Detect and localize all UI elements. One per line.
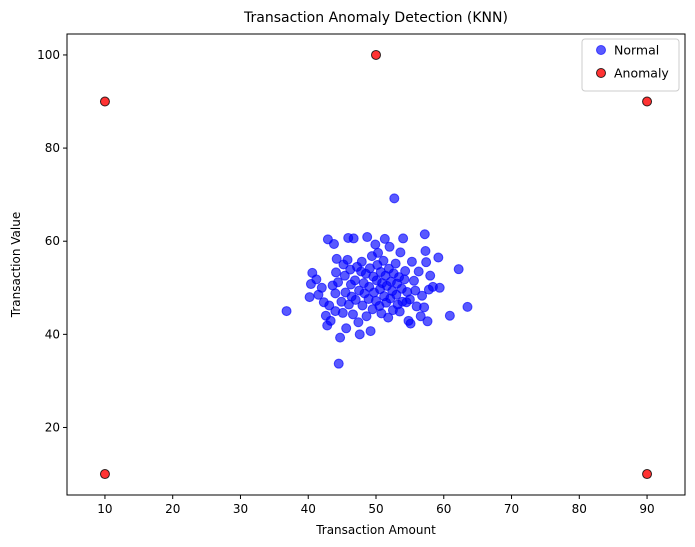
normal-point — [406, 256, 417, 267]
normal-point — [365, 326, 376, 337]
normal-point — [462, 301, 473, 312]
y-axis-ticks: 20 40 60 80 100 — [37, 48, 67, 434]
x-tick-label: 80 — [572, 502, 587, 516]
x-tick-label: 70 — [504, 502, 519, 516]
legend-box — [581, 38, 680, 92]
normal-point — [420, 246, 431, 256]
x-tick-label: 20 — [165, 502, 180, 516]
normal-point — [357, 300, 368, 311]
normal-point — [353, 317, 364, 328]
normal-point — [419, 229, 430, 240]
normal-point — [341, 323, 352, 334]
normal-point — [419, 302, 430, 313]
normal-point — [333, 358, 344, 369]
normal-point — [421, 257, 432, 268]
normal-point — [379, 233, 390, 244]
legend-marker-anomaly — [596, 68, 606, 78]
normal-point — [325, 315, 336, 326]
normal-point — [330, 288, 341, 299]
normal-point — [378, 255, 389, 266]
anomaly-point — [99, 469, 110, 480]
normal-point — [354, 329, 365, 340]
x-tick-label: 40 — [301, 502, 316, 516]
normal-point — [394, 306, 405, 317]
normal-point — [413, 266, 424, 277]
legend-label-normal: Normal — [614, 43, 659, 58]
x-tick-label: 60 — [436, 502, 451, 516]
normal-point — [398, 233, 409, 244]
chart-title: Transaction Anomaly Detection (KNN) — [243, 10, 508, 26]
normal-point — [331, 267, 342, 278]
normal-point — [444, 310, 455, 321]
anomaly-point — [371, 49, 381, 60]
normal-point — [400, 266, 411, 277]
y-axis-label: Transaction Value — [9, 212, 23, 318]
normal-point — [410, 285, 421, 296]
normal-point — [335, 332, 346, 343]
normal-point — [390, 258, 401, 269]
normal-point — [425, 270, 436, 281]
normal-point — [333, 277, 344, 288]
normal-point — [316, 282, 327, 293]
anomaly-point — [642, 469, 653, 480]
normal-point — [405, 318, 416, 329]
x-tick-label: 50 — [368, 502, 383, 516]
x-tick-label: 90 — [639, 502, 654, 516]
y-tick-label: 80 — [45, 141, 60, 155]
normal-point — [370, 239, 381, 250]
normal-point — [362, 232, 373, 243]
normal-point — [331, 253, 342, 264]
normal-point — [395, 247, 406, 258]
anomaly-point — [642, 96, 653, 107]
normal-point — [434, 282, 445, 293]
x-axis-label: Transaction Amount — [315, 523, 436, 537]
normal-point — [404, 294, 415, 305]
normal-point — [348, 233, 359, 244]
normal-point — [422, 316, 433, 327]
legend-marker-normal — [596, 45, 606, 55]
y-tick-label: 20 — [45, 420, 60, 434]
normal-point — [342, 254, 353, 265]
normal-point — [373, 247, 384, 258]
x-tick-label: 10 — [97, 502, 112, 516]
normal-point — [384, 241, 395, 252]
plot-marks — [99, 49, 653, 480]
y-tick-label: 100 — [37, 48, 60, 62]
normal-point — [417, 290, 428, 301]
y-tick-label: 40 — [45, 327, 60, 341]
normal-point — [408, 275, 419, 286]
normal-point — [356, 256, 367, 267]
normal-point — [453, 264, 464, 275]
normal-point — [328, 239, 339, 250]
normal-point — [347, 309, 358, 320]
normal-point — [350, 294, 361, 305]
normal-point — [433, 252, 444, 263]
normal-point — [349, 275, 360, 286]
x-axis-ticks: 10 20 30 40 50 60 70 80 90 — [97, 495, 655, 516]
normal-point — [311, 274, 322, 285]
legend: Normal Anomaly — [581, 38, 680, 92]
legend-label-anomaly: Anomaly — [614, 66, 669, 81]
y-tick-label: 60 — [45, 234, 60, 248]
normal-point — [415, 311, 426, 322]
normal-point — [389, 193, 400, 204]
normal-point — [281, 306, 292, 317]
normal-point — [304, 292, 315, 303]
normal-point — [399, 274, 410, 285]
x-tick-label: 30 — [233, 502, 248, 516]
normal-point — [337, 307, 348, 318]
anomaly-point — [99, 96, 110, 107]
normal-point — [383, 312, 394, 323]
normal-point — [324, 300, 335, 311]
normal-point — [361, 311, 372, 322]
